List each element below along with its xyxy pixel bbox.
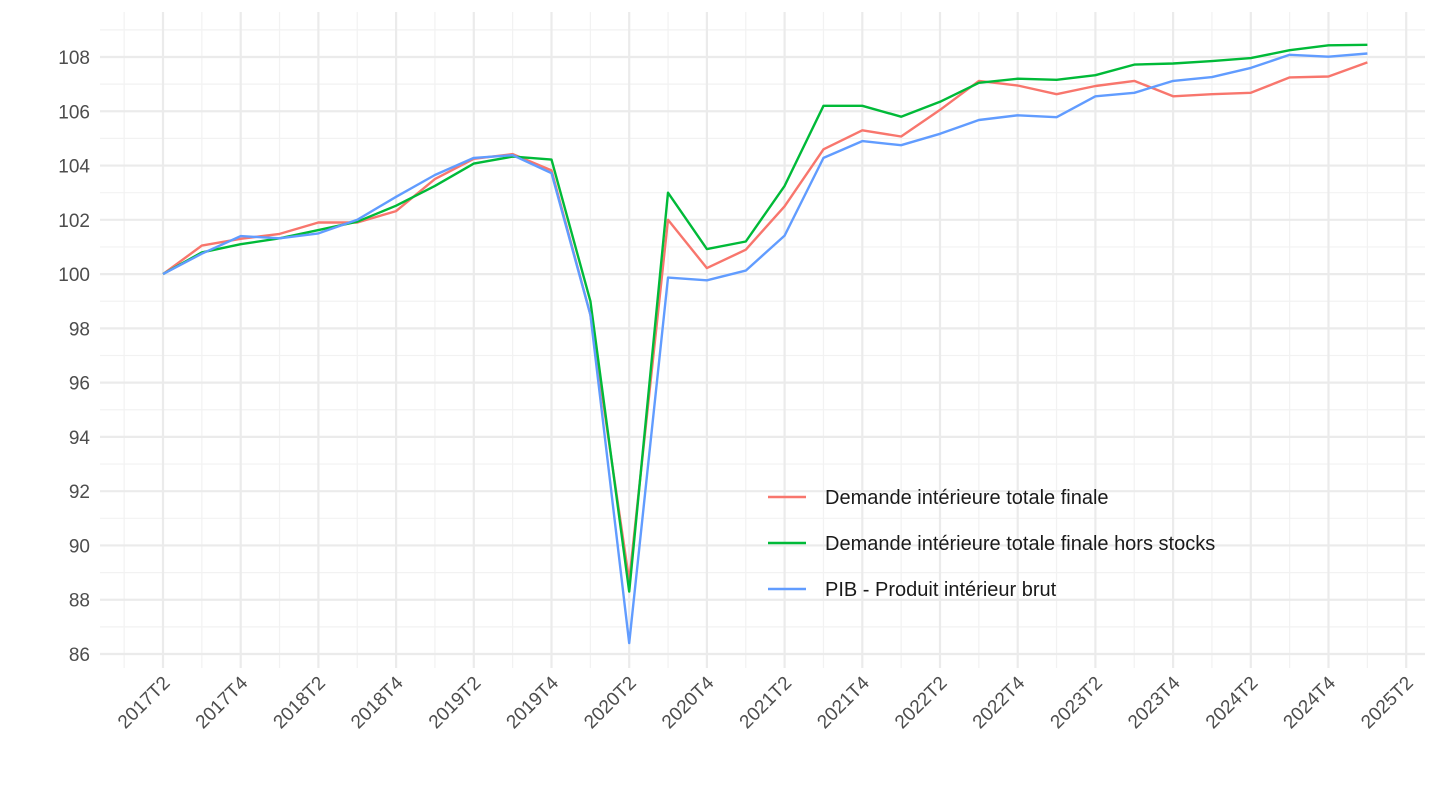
series-line-2 xyxy=(162,43,1368,593)
legend-label: Demande intérieure totale finale hors st… xyxy=(825,533,1215,555)
series-line-3 xyxy=(162,52,1368,645)
x-tick-label: 2021T2 xyxy=(736,673,796,733)
x-tick-label: 2019T2 xyxy=(425,673,485,733)
x-tick-label: 2017T2 xyxy=(114,673,174,733)
x-axis-labels: 2017T2 2017T4 2018T2 2018T4 2019T2 2019T4 2020… xyxy=(114,672,1418,733)
x-tick-label: 2025T2 xyxy=(1357,673,1417,733)
legend-label: PIB - Produit intérieur brut xyxy=(825,579,1057,601)
y-tick-label: 104 xyxy=(58,157,90,178)
y-tick-label: 96 xyxy=(69,374,90,395)
y-tick-label: 106 xyxy=(58,102,90,123)
y-tick-label: 86 xyxy=(69,645,90,666)
x-tick-label: 2020T2 xyxy=(580,673,640,733)
x-tick-label: 2017T4 xyxy=(192,672,253,733)
y-tick-label: 108 xyxy=(58,48,90,69)
x-tick-label: 2024T2 xyxy=(1202,673,1262,733)
x-tick-label: 2022T2 xyxy=(891,673,951,733)
y-axis-labels: 86 88 90 92 94 96 98 100 102 104 106 108 xyxy=(58,48,90,666)
y-tick-label: 100 xyxy=(58,265,90,286)
y-tick-label: 90 xyxy=(69,536,90,557)
x-tick-label: 2018T4 xyxy=(347,672,408,733)
legend-label: Demande intérieure totale finale xyxy=(825,487,1109,509)
y-tick-label: 98 xyxy=(69,319,90,340)
grid-major xyxy=(100,12,1425,668)
y-tick-label: 102 xyxy=(58,211,90,232)
x-tick-label: 2024T4 xyxy=(1280,672,1341,733)
y-tick-label: 88 xyxy=(69,591,90,612)
x-tick-label: 2023T2 xyxy=(1047,673,1107,733)
x-tick-label: 2021T4 xyxy=(813,672,874,733)
legend: Demande intérieure totale finale Demande … xyxy=(768,487,1215,601)
y-tick-label: 94 xyxy=(69,428,91,449)
series-line-1 xyxy=(162,61,1368,582)
x-tick-label: 2018T2 xyxy=(270,673,330,733)
x-tick-label: 2020T4 xyxy=(658,672,719,733)
x-tick-label: 2022T4 xyxy=(969,672,1030,733)
y-tick-label: 92 xyxy=(69,482,90,503)
x-tick-label: 2019T4 xyxy=(503,672,564,733)
x-tick-label: 2023T4 xyxy=(1124,672,1185,733)
grid-minor xyxy=(100,12,1425,668)
series-layer xyxy=(162,43,1368,645)
